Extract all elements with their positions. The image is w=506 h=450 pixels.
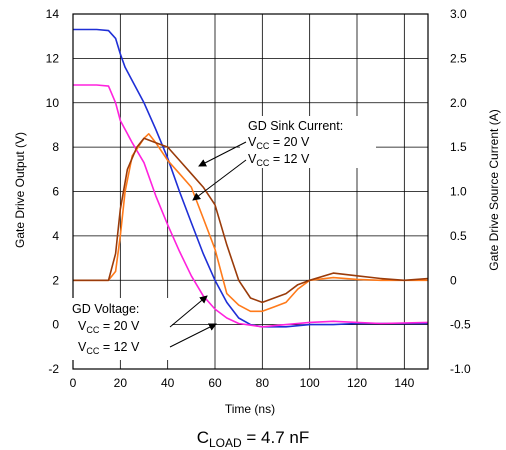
sink-annotation-box bbox=[240, 116, 376, 168]
right-y-tick-label: 2.5 bbox=[450, 51, 467, 65]
x-tick-label: 80 bbox=[256, 376, 270, 390]
sink-vcc-12-label: VCC = 12 V bbox=[248, 152, 310, 168]
sink-20-arrow bbox=[198, 141, 247, 167]
left-y-tick-label: 8 bbox=[52, 140, 59, 154]
right-y-tick-labels: -1.0 -0.5 0 0.5 1.0 1.5 2.0 2.5 3.0 bbox=[450, 7, 471, 376]
left-y-tick-label: 12 bbox=[46, 51, 60, 65]
voltage-title: GD Voltage: bbox=[72, 302, 139, 316]
voltage-vcc-12-label: VCC = 12 V bbox=[78, 340, 140, 356]
x-tick-label: 140 bbox=[394, 376, 414, 390]
x-axis-title: Time (ns) bbox=[225, 402, 275, 416]
x-tick-label: 40 bbox=[161, 376, 175, 390]
series-line-orange bbox=[73, 133, 428, 313]
right-y-axis-title: Gate Drive Source Current (A) bbox=[487, 109, 501, 270]
left-y-tick-label: -2 bbox=[48, 362, 59, 376]
x-tick-label: 20 bbox=[114, 376, 128, 390]
series-group bbox=[73, 28, 429, 328]
right-y-tick-label: 0.5 bbox=[450, 229, 467, 243]
left-y-tick-label: 2 bbox=[52, 273, 59, 287]
right-y-tick-label: 2.0 bbox=[450, 96, 467, 110]
left-y-tick-label: 4 bbox=[52, 229, 59, 243]
x-tick-labels: 0 20 40 60 80 100 120 140 bbox=[70, 376, 415, 390]
x-tick-label: 60 bbox=[208, 376, 222, 390]
voltage-12-arrow bbox=[169, 323, 217, 348]
caption: CLOAD = 4.7 nF bbox=[197, 428, 310, 450]
series-line-brown bbox=[73, 137, 429, 304]
series-line-magenta bbox=[73, 84, 429, 328]
right-y-tick-label: -1.0 bbox=[450, 362, 471, 376]
voltage-annotation-box bbox=[66, 298, 172, 360]
right-y-tick-label: 1.0 bbox=[450, 185, 467, 199]
x-tick-label: 0 bbox=[70, 376, 77, 390]
right-y-tick-label: -0.5 bbox=[450, 318, 471, 332]
sink-vcc-20-label: VCC = 20 V bbox=[248, 135, 310, 151]
sink-current-title: GD Sink Current: bbox=[248, 119, 343, 133]
right-y-tick-label: 1.5 bbox=[450, 140, 467, 154]
left-y-tick-label: 0 bbox=[52, 318, 59, 332]
left-y-tick-labels: -2 0 2 4 6 8 10 12 14 bbox=[46, 7, 60, 376]
voltage-vcc-20-label: VCC = 20 V bbox=[78, 319, 140, 335]
sink-12-arrow bbox=[192, 159, 247, 201]
right-y-tick-label: 3.0 bbox=[450, 7, 467, 21]
left-y-tick-label: 14 bbox=[46, 7, 60, 21]
voltage-20-arrow bbox=[169, 295, 208, 328]
right-y-tick-label: 0 bbox=[450, 273, 457, 287]
series-line-blue bbox=[73, 28, 428, 328]
plot-frame bbox=[72, 13, 429, 370]
left-y-tick-label: 10 bbox=[46, 96, 60, 110]
x-tick-label: 100 bbox=[300, 376, 320, 390]
x-tick-label: 120 bbox=[347, 376, 367, 390]
left-y-tick-label: 6 bbox=[52, 185, 59, 199]
left-y-axis-title: Gate Drive Output (V) bbox=[13, 132, 27, 248]
